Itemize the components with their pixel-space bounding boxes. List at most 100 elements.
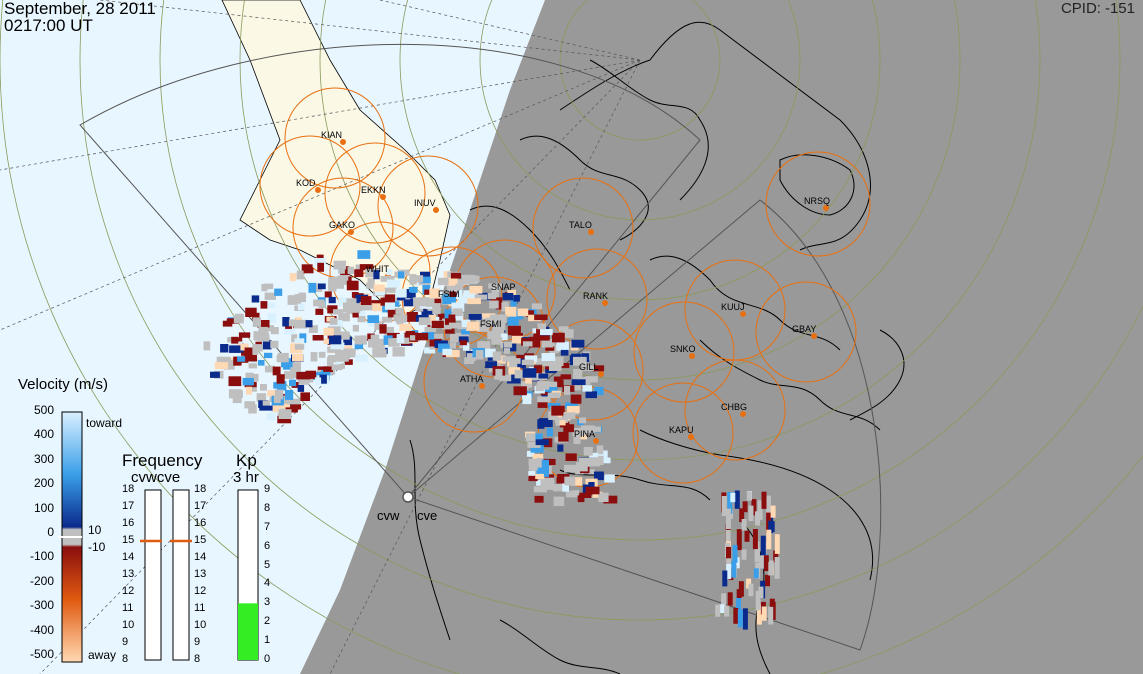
velocity-cell (296, 371, 311, 380)
velocity-cell (438, 313, 448, 321)
velocity-cell (570, 394, 581, 404)
velocity-cell (367, 315, 379, 323)
velocity-cell (389, 283, 397, 293)
site-dot-inuv (433, 207, 439, 213)
velocity-cell (244, 347, 253, 358)
frequency-tick-right: 8 (194, 653, 201, 665)
frequency-tick-right: 16 (194, 517, 207, 529)
velocity-cell (391, 301, 400, 307)
velocity-cell (505, 306, 517, 317)
velocity-cell (773, 550, 779, 563)
velocity-cell (556, 477, 568, 484)
velocity-cell (282, 317, 290, 327)
velocity-cell (455, 283, 464, 290)
site-label-pina: PINA (574, 429, 595, 439)
velocity-cell (305, 370, 317, 379)
frequency-tick-right: 9 (194, 636, 201, 648)
velocity-cell (468, 314, 482, 320)
velocity-tick: 300 (33, 451, 54, 466)
velocity-cell (594, 386, 604, 396)
velocity-cell (442, 294, 456, 305)
frequency-tick-left: 14 (122, 551, 135, 563)
velocity-cell (331, 364, 343, 371)
velocity-cell (333, 309, 344, 315)
velocity-cell (457, 336, 469, 343)
velocity-cell (449, 291, 457, 297)
velocity-cell (370, 334, 380, 341)
velocity-cell (503, 348, 511, 354)
velocity-cell (560, 374, 572, 380)
velocity-cell (396, 334, 405, 344)
velocity-cell (335, 352, 349, 362)
velocity-cell (310, 283, 323, 292)
velocity-cell (753, 568, 759, 579)
velocity-cell (761, 491, 767, 509)
velocity-cell (262, 340, 272, 350)
site-circle-gbay (755, 281, 857, 383)
velocity-cell (525, 378, 532, 384)
site-dot-kian (340, 139, 346, 145)
velocity-cell (579, 417, 587, 424)
velocity-cell (721, 593, 727, 613)
velocity-toward-label: toward (86, 416, 123, 430)
velocity-cell (314, 377, 322, 385)
velocity-cell (373, 284, 385, 292)
velocity-cell (603, 495, 618, 504)
site-label-whit: WHIT (366, 264, 389, 274)
velocity-cell (755, 511, 760, 526)
site-label-ekkn: EKKN (361, 185, 386, 195)
site-label-chbg: CHBG (721, 402, 747, 412)
velocity-cell (382, 316, 393, 323)
velocity-cell (585, 391, 597, 399)
velocity-cell (748, 583, 754, 597)
velocity-cell (293, 319, 308, 329)
velocity-tick: 0 (47, 525, 54, 539)
velocity-cell (502, 293, 514, 301)
velocity-cell (481, 313, 496, 319)
site-circle-kian (284, 87, 386, 189)
velocity-cell (508, 367, 521, 375)
velocity-cell (360, 335, 367, 345)
velocity-cell (323, 366, 333, 373)
velocity-cell (548, 411, 558, 420)
velocity-cell (323, 327, 334, 336)
velocity-tick: -500 (29, 647, 54, 661)
velocity-cell (467, 321, 480, 331)
velocity-cell (604, 474, 615, 483)
radar-fov (79, 43, 882, 651)
velocity-cell (301, 264, 313, 271)
velocity-cell (305, 320, 313, 328)
velocity-cell (490, 297, 503, 303)
velocity-cell (329, 318, 338, 325)
velocity-cell (328, 296, 336, 304)
velocity-cell (461, 319, 471, 328)
velocity-cell (375, 289, 385, 296)
velocity-cell (264, 283, 274, 290)
velocity-cell (384, 326, 394, 336)
velocity-cell (525, 433, 540, 442)
velocity-cell (380, 276, 395, 282)
site-dot-gbay (811, 333, 817, 339)
velocity-cell (276, 355, 288, 362)
velocity-cell (744, 530, 750, 542)
velocity-cell (210, 371, 220, 378)
site-label-inuv: INUV (414, 198, 436, 208)
velocity-cell (351, 307, 361, 313)
velocity-cell (541, 353, 556, 361)
velocity-cell (510, 297, 517, 307)
velocity-cell (742, 608, 748, 630)
velocity-cell (262, 334, 270, 342)
velocity-cell (557, 379, 564, 388)
velocity-cell (285, 407, 298, 413)
velocity-cell (359, 264, 374, 271)
velocity-cell (290, 404, 302, 410)
velocity-cell (540, 329, 553, 336)
velocity-cell (542, 458, 556, 465)
velocity-cell (475, 350, 484, 360)
site-dot-gill (598, 371, 604, 377)
velocity-cell (736, 589, 742, 598)
site-circle-nrsq (765, 151, 871, 257)
velocity-cell (733, 608, 739, 624)
velocity-cell (380, 297, 394, 306)
